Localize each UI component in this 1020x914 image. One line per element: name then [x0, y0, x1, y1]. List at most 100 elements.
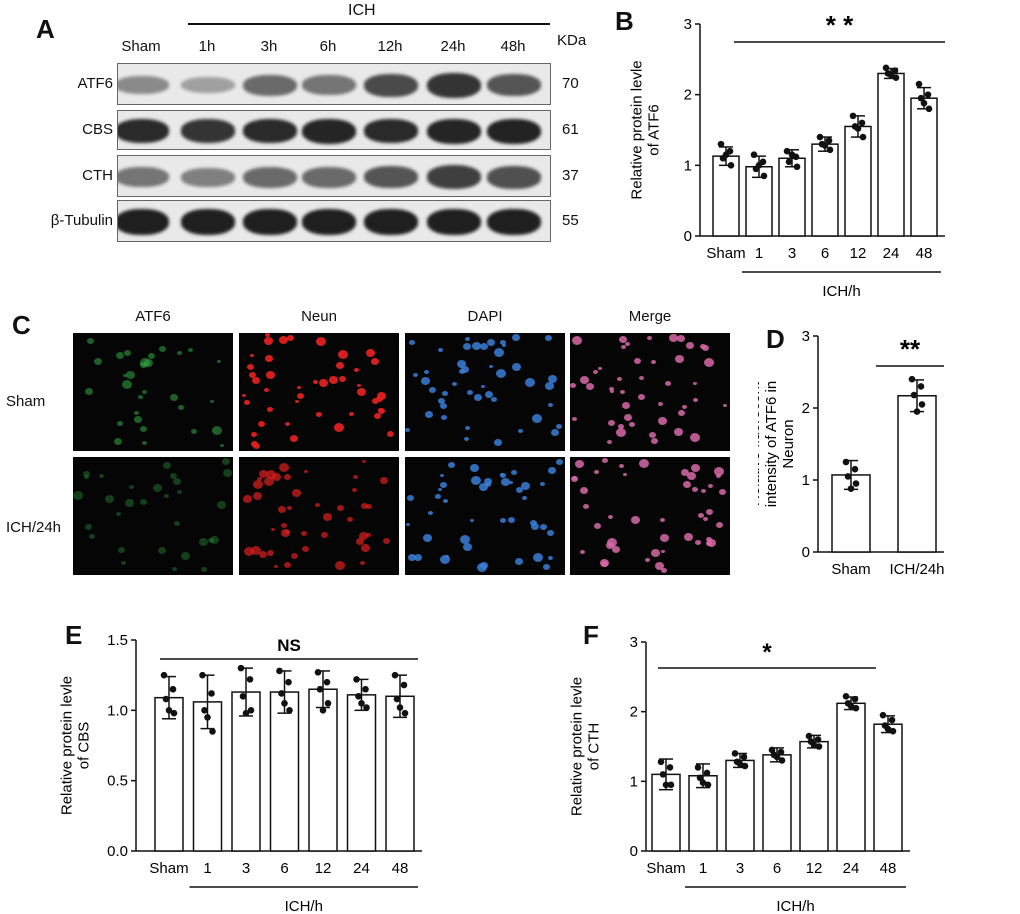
micro-cell — [292, 489, 301, 497]
blot-group-line — [188, 23, 550, 25]
micro-cell — [201, 567, 207, 572]
micro-cell — [250, 354, 254, 357]
micro-cell — [424, 370, 429, 374]
micro-cell — [545, 335, 552, 341]
micro-cell — [463, 543, 472, 551]
blot-group-header: ICH — [348, 2, 376, 19]
micro-channel-label: Merge — [628, 308, 672, 325]
micro-cell — [687, 472, 696, 480]
micro-cell — [621, 345, 626, 349]
data-point — [750, 151, 758, 159]
blot-band — [487, 209, 541, 235]
micro-cell — [374, 413, 381, 419]
significance-label: * * — [826, 10, 854, 40]
chart-d-fluorescence: 0 1 2 3 Relative fluorecentintensity of ATF6… — [758, 328, 945, 578]
micro-cell — [338, 350, 348, 359]
data-point — [363, 704, 370, 711]
micro-cell — [460, 535, 470, 544]
micro-cell — [423, 534, 432, 542]
y-axis-label: Relative protein levleof CTH — [570, 677, 603, 816]
micro-cell — [704, 358, 714, 367]
micro-cell — [134, 411, 139, 415]
micro-cell — [681, 469, 689, 476]
micro-cell — [651, 360, 656, 364]
micro-cell — [435, 494, 441, 499]
micro-cell — [593, 370, 598, 374]
x-tick-label: 6 — [773, 860, 781, 877]
micro-cell — [457, 360, 466, 368]
data-point — [662, 781, 670, 789]
blot-kda-label: 55 — [562, 212, 579, 229]
micro-cell — [302, 546, 309, 552]
data-point — [847, 702, 855, 710]
micro-cell — [438, 348, 443, 352]
blot-protein-label: CTH — [82, 167, 113, 184]
data-point — [239, 692, 247, 700]
x-tick-label: 48 — [880, 860, 897, 877]
data-point — [889, 727, 897, 735]
blot-band — [118, 76, 169, 94]
blot-kda-label: 61 — [562, 121, 579, 138]
significance-label: ** — [900, 334, 921, 364]
micro-cell — [548, 403, 553, 407]
micro-cell — [279, 463, 289, 472]
micro-cell — [548, 375, 557, 383]
data-point — [396, 704, 404, 711]
x-tick-label: ICH/24h — [889, 561, 944, 578]
micro-cell — [467, 390, 473, 395]
data-point — [851, 465, 859, 473]
micro-cell — [598, 367, 602, 370]
bar — [811, 143, 839, 237]
significance-label: * — [762, 639, 772, 666]
y-axis-label: Relative protein levleof CBS — [60, 676, 93, 815]
micro-cell — [267, 550, 274, 556]
micro-cell — [425, 411, 433, 418]
micro-cell — [281, 523, 287, 528]
micro-cell — [105, 495, 114, 503]
micro-cell — [620, 390, 625, 394]
micro-cell — [532, 414, 542, 423]
micro-cell — [357, 388, 366, 396]
micro-cell — [284, 562, 291, 568]
micro-cell — [371, 358, 379, 365]
micro-cell — [251, 432, 257, 437]
micro-cell — [440, 474, 444, 477]
micro-cell — [665, 381, 671, 386]
micro-cell — [484, 478, 492, 485]
data-point — [323, 678, 331, 686]
blot-strip — [117, 155, 551, 197]
micro-cell — [164, 494, 169, 498]
bar — [231, 691, 261, 852]
blot-band — [243, 167, 297, 188]
blot-band — [118, 209, 169, 235]
micro-cell — [525, 378, 535, 387]
data-point — [847, 485, 855, 492]
micro-cell — [259, 470, 268, 478]
micro-cell — [440, 555, 450, 564]
blot-band — [364, 209, 418, 235]
micro-cell — [267, 407, 273, 412]
y-tick-label: 0.5 — [107, 773, 128, 790]
micro-cell — [347, 517, 353, 522]
micro-cell — [188, 348, 193, 352]
micro-cell — [701, 489, 706, 493]
micro-cell — [531, 523, 539, 530]
blot-protein-label: β-Tubulin — [50, 212, 113, 229]
data-point — [717, 140, 725, 148]
blot-protein-label: ATF6 — [77, 75, 113, 92]
micro-cell — [405, 428, 410, 432]
x-axis-label: ICH/h — [285, 898, 323, 914]
blot-band — [487, 166, 541, 189]
micro-cell — [572, 417, 577, 421]
x-axis-label: ICH/h — [776, 898, 814, 914]
data-point — [358, 700, 365, 707]
micro-cell — [265, 333, 270, 337]
chart-e-cbs: 0.0 0.5 1.0 1.5 Relative protein levleof CBS… — [60, 632, 422, 914]
significance-label: NS — [277, 636, 301, 655]
data-point — [209, 728, 216, 735]
micro-cell — [500, 473, 504, 476]
bar — [844, 125, 872, 237]
y-tick-label: 3 — [802, 328, 810, 345]
micro-cell — [651, 549, 660, 557]
micro-cell — [287, 506, 292, 510]
